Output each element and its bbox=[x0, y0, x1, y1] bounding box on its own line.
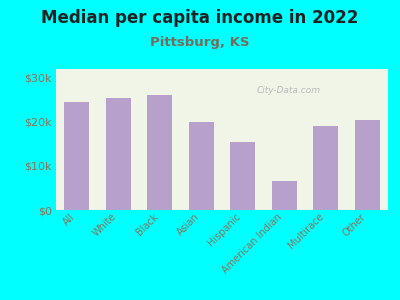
Bar bbox=[230, 142, 255, 210]
Bar bbox=[355, 120, 380, 210]
Text: Median per capita income in 2022: Median per capita income in 2022 bbox=[41, 9, 359, 27]
Bar bbox=[64, 102, 89, 210]
Bar bbox=[106, 98, 131, 210]
Bar bbox=[313, 126, 338, 210]
Text: City-Data.com: City-Data.com bbox=[256, 86, 320, 95]
Bar bbox=[272, 182, 297, 210]
Text: Pittsburg, KS: Pittsburg, KS bbox=[150, 36, 250, 49]
Bar bbox=[147, 95, 172, 210]
Bar bbox=[189, 122, 214, 210]
